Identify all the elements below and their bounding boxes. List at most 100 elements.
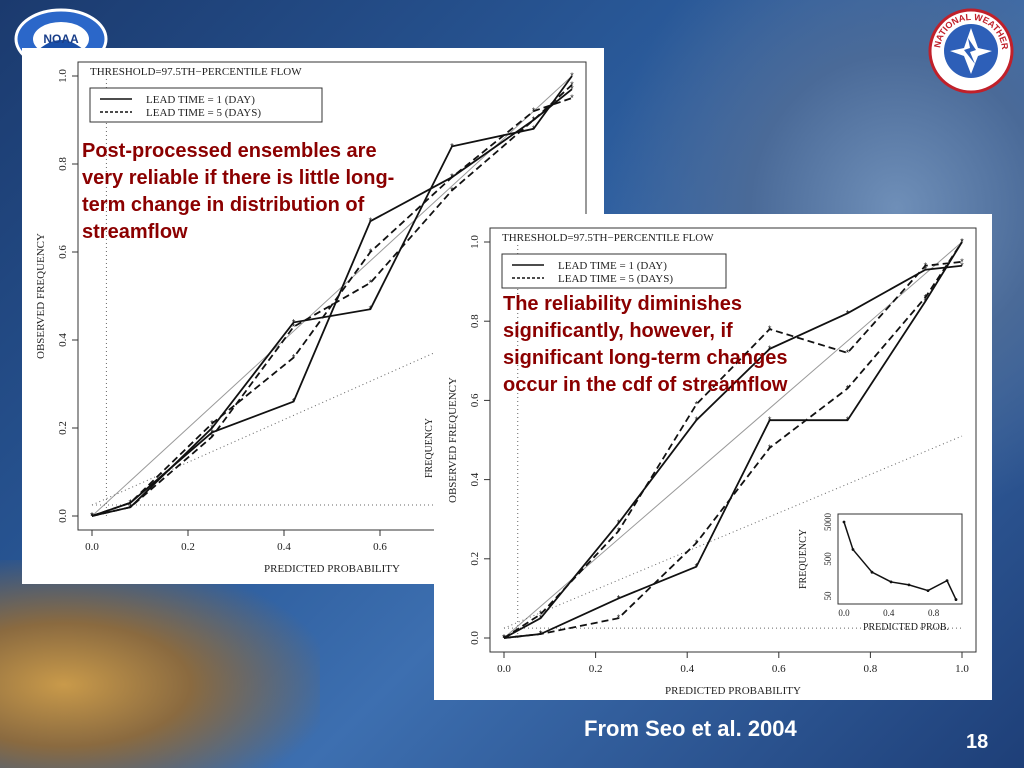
series-point: * xyxy=(846,348,850,358)
series-point: * xyxy=(450,141,454,151)
series-point: * xyxy=(450,185,454,195)
series-point: * xyxy=(369,278,373,288)
inset-point xyxy=(889,580,893,584)
y-tick-label: 0.4 xyxy=(57,333,69,347)
x-tick-label: 0.2 xyxy=(589,663,603,675)
inset-histogram-bottom: 0.0 0.4 0.8 50 500 5000 PREDICTED PROB. FREQUEN… xyxy=(798,513,963,633)
chart-title: THRESHOLD=97.5TH−PERCENTILE FLOW xyxy=(502,232,714,244)
inset-point xyxy=(954,598,958,601)
series-point: * xyxy=(846,308,850,318)
series-point: * xyxy=(846,384,850,394)
x-axis-label: PREDICTED PROBABILITY xyxy=(665,685,801,697)
inset-y-tick-label: 5000 xyxy=(823,513,833,532)
noaa-logo-text: NOAA xyxy=(43,32,79,46)
inset-point xyxy=(870,570,874,574)
series-point: * xyxy=(960,257,964,267)
y-tick-label: 0.6 xyxy=(57,245,69,259)
inset-point xyxy=(842,520,846,524)
series-point: * xyxy=(539,613,543,623)
series-point: * xyxy=(695,538,699,548)
series-point: * xyxy=(924,292,928,302)
series-point: * xyxy=(90,511,94,521)
y-tick-label: 0.0 xyxy=(57,509,69,523)
chart-title: THRESHOLD=97.5TH−PERCENTILE FLOW xyxy=(90,66,302,78)
inset-point xyxy=(945,579,949,583)
inset-y-tick-label: 500 xyxy=(823,552,833,566)
inset-x-tick-label: 0.8 xyxy=(928,608,940,618)
series-point: * xyxy=(210,432,214,442)
series-point: * xyxy=(846,415,850,425)
y-axis-label: OBSERVED FREQUENCY xyxy=(447,377,459,503)
series-point: * xyxy=(768,415,772,425)
no-skill-line xyxy=(503,435,963,629)
inset-x-tick-label: 0.0 xyxy=(838,608,850,618)
series-point: * xyxy=(570,93,574,103)
series-point: * xyxy=(924,265,928,275)
inset-y-label: FREQUENCY xyxy=(798,529,809,589)
series-point: * xyxy=(532,115,536,125)
x-tick-label: 0.0 xyxy=(497,663,511,675)
series-point: * xyxy=(532,115,536,125)
x-tick-label: 0.8 xyxy=(864,663,878,675)
series-point: * xyxy=(570,71,574,81)
series-point: * xyxy=(369,304,373,314)
series-point: * xyxy=(768,443,772,453)
inset-y-tick-label: 50 xyxy=(823,591,833,601)
inset-frame xyxy=(837,513,963,605)
series-point: * xyxy=(960,237,964,247)
y-tick-label: 0.8 xyxy=(469,314,481,328)
series-line xyxy=(503,260,963,639)
series-point: * xyxy=(695,399,699,409)
inset-point xyxy=(926,589,930,592)
inset-x-label: PREDICTED PROB. xyxy=(863,622,949,633)
inset-y-label: FREQUENCY xyxy=(424,418,435,478)
series-point: * xyxy=(502,633,506,643)
x-tick-label: 0.4 xyxy=(277,541,291,553)
legend-box xyxy=(89,87,323,123)
series-point: * xyxy=(960,237,964,247)
nws-logo-icon: NATIONAL WEATHER SERVICE xyxy=(928,8,1014,94)
series-point: * xyxy=(450,172,454,182)
y-tick-label: 0.6 xyxy=(469,393,481,407)
legend-label: LEAD TIME = 5 (DAYS) xyxy=(558,273,673,285)
series-point: * xyxy=(617,613,621,623)
x-tick-label: 0.2 xyxy=(181,541,195,553)
y-tick-label: 0.2 xyxy=(469,552,481,566)
citation-text: From Seo et al. 2004 xyxy=(584,716,797,741)
y-tick-label: 0.0 xyxy=(469,631,481,645)
series-line xyxy=(503,241,963,639)
series-point: * xyxy=(532,106,536,116)
series-point: * xyxy=(617,526,621,536)
legend-label: LEAD TIME = 1 (DAY) xyxy=(558,260,667,272)
sunset-background xyxy=(0,560,320,768)
reliability-chart-bottom: THRESHOLD=97.5TH−PERCENTILE FLOW 0.0 0.2 0.… xyxy=(447,227,977,697)
series-line xyxy=(503,241,963,639)
series-point: * xyxy=(570,84,574,94)
series-point: * xyxy=(210,423,214,433)
inset-frequency-line xyxy=(843,521,957,600)
series-point: * xyxy=(292,317,296,327)
inset-x-tick-label: 0.4 xyxy=(883,608,895,618)
y-tick-label: 1.0 xyxy=(57,69,69,83)
x-tick-label: 0.0 xyxy=(85,541,99,553)
series-point: * xyxy=(960,261,964,271)
series-point: * xyxy=(292,397,296,407)
legend-label: LEAD TIME = 1 (DAY) xyxy=(146,94,255,106)
page-number: 18 xyxy=(966,731,989,753)
series-point: * xyxy=(292,353,296,363)
y-tick-label: 0.8 xyxy=(57,157,69,171)
y-tick-label: 0.4 xyxy=(469,472,481,486)
series-point: * xyxy=(768,324,772,334)
x-tick-label: 0.4 xyxy=(680,663,694,675)
series-point: * xyxy=(369,216,373,226)
series-point: * xyxy=(539,629,543,639)
y-tick-label: 1.0 xyxy=(469,235,481,249)
series-point: * xyxy=(369,247,373,257)
series-point: * xyxy=(924,296,928,306)
series-point: * xyxy=(617,593,621,603)
series-point: * xyxy=(924,261,928,271)
series-point: * xyxy=(695,415,699,425)
series-point: * xyxy=(129,498,133,508)
series-point: * xyxy=(210,427,214,437)
series-point: * xyxy=(570,80,574,90)
